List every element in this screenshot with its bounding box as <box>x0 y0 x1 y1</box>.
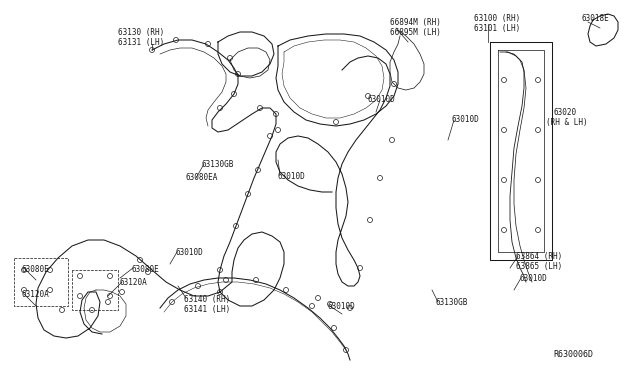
Text: (RH & LH): (RH & LH) <box>546 118 588 127</box>
Text: 63101 (LH): 63101 (LH) <box>474 24 520 33</box>
Text: 63865 (LH): 63865 (LH) <box>516 262 563 271</box>
Text: 63120A: 63120A <box>22 290 50 299</box>
Text: 63010D: 63010D <box>175 248 203 257</box>
Text: 63080E: 63080E <box>131 265 159 274</box>
Text: 63864 (RH): 63864 (RH) <box>516 252 563 261</box>
Text: 66894M (RH): 66894M (RH) <box>390 18 441 27</box>
Text: 63010D: 63010D <box>519 274 547 283</box>
Text: 63131 (LH): 63131 (LH) <box>118 38 164 47</box>
Text: 63080E: 63080E <box>22 265 50 274</box>
Text: 63140 (RH): 63140 (RH) <box>184 295 230 304</box>
Text: 63010D: 63010D <box>328 302 356 311</box>
Text: 63100 (RH): 63100 (RH) <box>474 14 520 23</box>
Text: 63130GB: 63130GB <box>202 160 234 169</box>
Text: 63018E: 63018E <box>582 14 610 23</box>
Text: 66895M (LH): 66895M (LH) <box>390 28 441 37</box>
Text: 63010D: 63010D <box>452 115 480 124</box>
Text: R630006D: R630006D <box>553 350 593 359</box>
Text: 63010D: 63010D <box>278 172 306 181</box>
Text: 63010D: 63010D <box>368 95 396 104</box>
Text: 63141 (LH): 63141 (LH) <box>184 305 230 314</box>
Text: 63130GB: 63130GB <box>436 298 468 307</box>
Text: 63020: 63020 <box>553 108 576 117</box>
Text: 63120A: 63120A <box>120 278 148 287</box>
Text: 63130 (RH): 63130 (RH) <box>118 28 164 37</box>
Text: 63080EA: 63080EA <box>185 173 218 182</box>
